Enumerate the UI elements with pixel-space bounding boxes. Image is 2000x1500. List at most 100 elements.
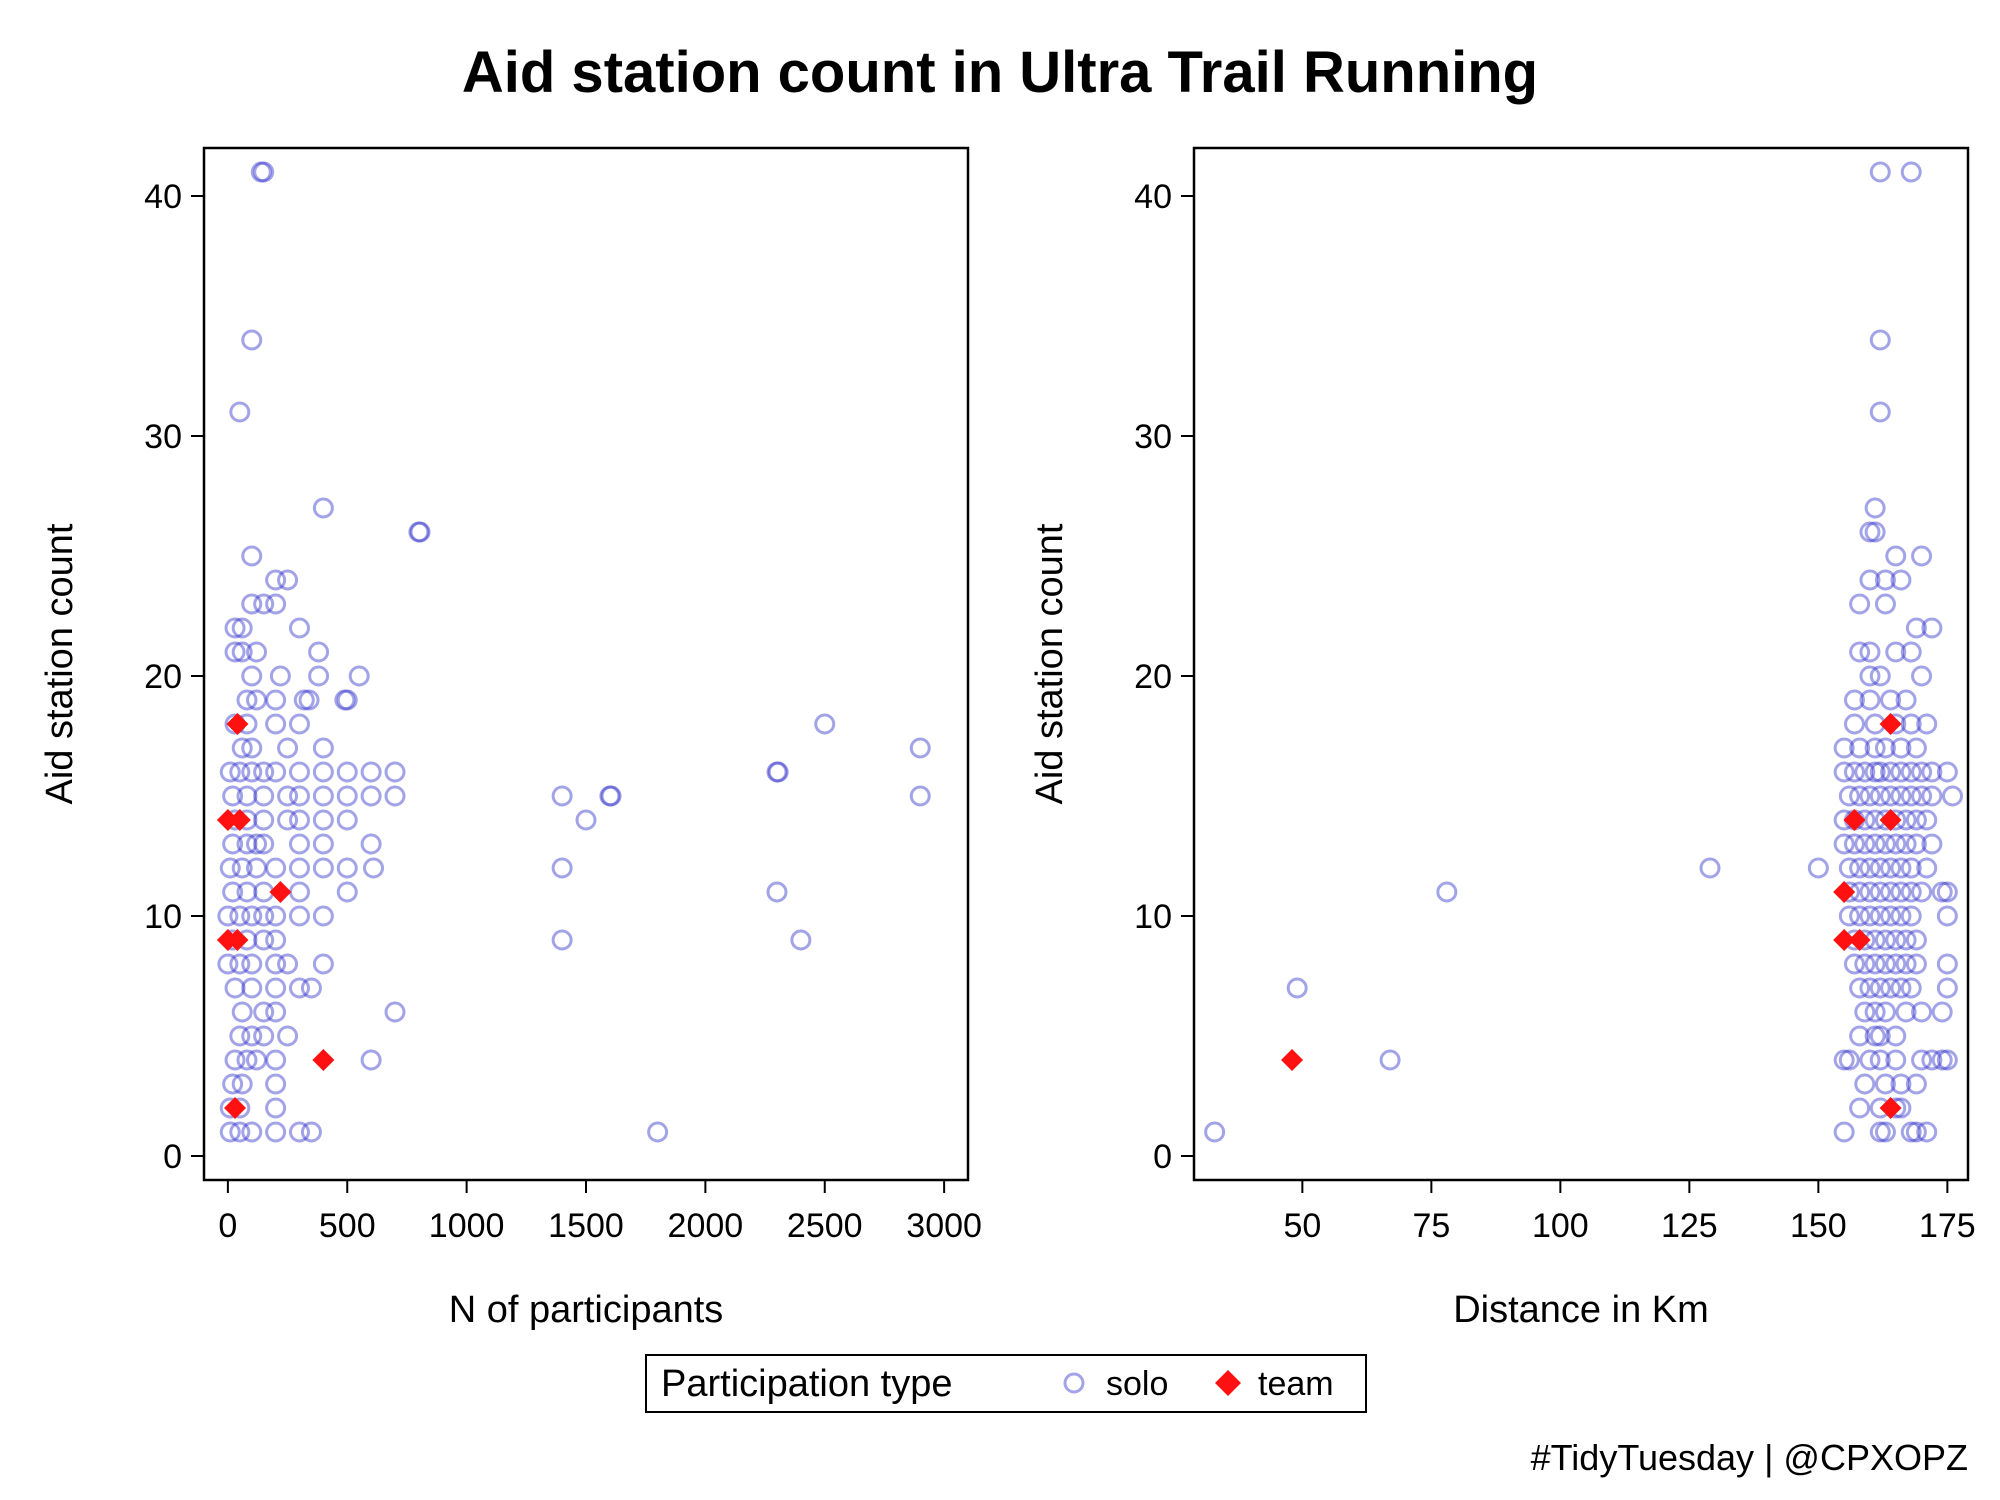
- solo-point: [766, 881, 788, 903]
- solo-point: [300, 1121, 322, 1143]
- solo-point: [1916, 713, 1938, 735]
- solo-point: [1838, 857, 1860, 879]
- solo-point: [219, 761, 241, 783]
- solo-point: [265, 977, 287, 999]
- plot-frame: [1192, 146, 1970, 1182]
- solo-point: [1838, 785, 1860, 807]
- plot-frame: [202, 146, 970, 1182]
- solo-point: [289, 617, 310, 639]
- solo-point: [1911, 761, 1933, 783]
- solo-point: [1936, 977, 1958, 999]
- solo-point: [289, 881, 310, 903]
- solo-point: [647, 1121, 669, 1143]
- solo-point: [1843, 761, 1865, 783]
- team-point: [226, 713, 249, 735]
- solo-point: [253, 809, 275, 831]
- solo-point: [1890, 785, 1912, 807]
- solo-point: [1859, 881, 1881, 903]
- solo-point: [312, 785, 334, 807]
- team-point: [1848, 929, 1871, 951]
- solo-point: [1931, 1001, 1953, 1023]
- solo-point: [1869, 1049, 1891, 1071]
- solo-point: [1900, 785, 1922, 807]
- solo-point: [1890, 761, 1912, 783]
- solo-point: [1936, 953, 1958, 975]
- legend-solo-marker: [1063, 1372, 1085, 1394]
- solo-point: [409, 521, 431, 543]
- solo-point: [241, 1025, 263, 1047]
- solo-point: [1869, 905, 1891, 927]
- solo-point: [224, 641, 246, 663]
- solo-point: [1854, 1001, 1876, 1023]
- solo-point: [1900, 881, 1922, 903]
- solo-point: [1890, 737, 1912, 759]
- x-tick-label: 100: [1532, 1207, 1589, 1245]
- solo-point: [790, 929, 812, 951]
- solo-point: [1921, 785, 1943, 807]
- solo-point: [360, 761, 382, 783]
- solo-point: [241, 737, 263, 759]
- solo-point: [253, 161, 275, 183]
- y-axis-label: Aid station count: [1029, 523, 1071, 804]
- solo-point: [600, 785, 622, 807]
- solo-point: [1942, 785, 1964, 807]
- solo-point: [408, 521, 430, 543]
- solo-point: [1838, 1049, 1860, 1071]
- y-tick-label: 0: [1153, 1138, 1172, 1176]
- x-tick-label: 3000: [906, 1207, 982, 1245]
- solo-point: [1204, 1121, 1226, 1143]
- solo-point: [1864, 833, 1886, 855]
- team-point: [1833, 929, 1856, 951]
- solo-point: [1921, 617, 1943, 639]
- x-tick-label: 1500: [548, 1207, 624, 1245]
- solo-point: [1916, 809, 1938, 831]
- solo-point: [231, 737, 253, 759]
- solo-point: [241, 545, 263, 567]
- solo-point: [1859, 689, 1881, 711]
- solo-point: [1849, 641, 1871, 663]
- solo-point: [1436, 881, 1458, 903]
- solo-point: [229, 1025, 251, 1047]
- team-point: [216, 809, 239, 831]
- solo-point: [1833, 1049, 1855, 1071]
- solo-point: [336, 761, 358, 783]
- solo-point: [1843, 833, 1865, 855]
- solo-point: [1854, 953, 1876, 975]
- solo-point: [1905, 1121, 1927, 1143]
- solo-point: [312, 737, 334, 759]
- solo-point: [269, 665, 291, 687]
- distance-panel: 50 75 100 125 150 175 0 10 20 30 40 Distance in Km A…: [1029, 146, 1976, 1331]
- solo-point: [1885, 833, 1907, 855]
- solo-point: [1833, 1121, 1855, 1143]
- solo-point: [229, 1121, 251, 1143]
- solo-point: [222, 1073, 244, 1095]
- solo-point: [1869, 785, 1891, 807]
- solo-point: [1869, 329, 1891, 351]
- solo-point: [1890, 857, 1912, 879]
- solo-point: [265, 1097, 287, 1119]
- solo-point: [1911, 881, 1933, 903]
- solo-point: [599, 785, 621, 807]
- solo-point: [308, 641, 330, 663]
- solo-point: [265, 1001, 287, 1023]
- solo-point: [289, 905, 310, 927]
- solo-point: [241, 953, 263, 975]
- solo-point: [1874, 593, 1896, 615]
- solo-point: [1905, 617, 1927, 639]
- solo-point: [1921, 1049, 1943, 1071]
- solo-point: [289, 713, 310, 735]
- solo-point: [277, 569, 299, 591]
- solo-point: [241, 905, 263, 927]
- solo-point: [1905, 1073, 1927, 1095]
- solo-point: [253, 1025, 275, 1047]
- team-point: [1879, 1097, 1902, 1119]
- solo-point: [1890, 881, 1912, 903]
- solo-point: [1838, 905, 1860, 927]
- solo-point: [265, 929, 287, 951]
- solo-point: [1286, 977, 1308, 999]
- solo-point: [1900, 905, 1922, 927]
- solo-point: [1936, 761, 1958, 783]
- solo-point: [265, 1073, 287, 1095]
- solo-point: [551, 785, 573, 807]
